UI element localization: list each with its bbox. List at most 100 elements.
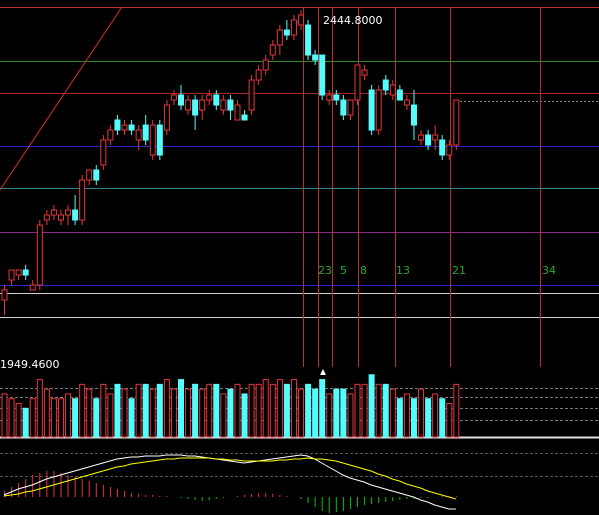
fib-label: 5: [340, 264, 347, 277]
volume-bar: [446, 403, 453, 438]
candle-body: [227, 99, 234, 111]
volume-bar: [50, 398, 57, 438]
volume-bar: [255, 383, 262, 438]
candle-body: [269, 44, 276, 56]
candle-body: [234, 104, 241, 121]
candle-body: [312, 54, 319, 61]
volume-bar: [298, 388, 305, 438]
fib-label: 21: [452, 264, 466, 277]
volume-bar: [107, 393, 114, 438]
candle-body: [347, 99, 354, 116]
candle-body: [8, 269, 15, 281]
candle-body: [340, 99, 347, 116]
volume-bar: [93, 398, 100, 438]
max-label: 2444.8000: [323, 14, 383, 27]
volume-bar: [368, 374, 375, 438]
candle-body: [22, 269, 29, 276]
volume-bar: [79, 383, 86, 438]
candle-body: [170, 94, 177, 101]
candle-body: [410, 104, 417, 126]
candle-body: [213, 94, 220, 106]
volume-bar: [425, 398, 432, 438]
volume-bar: [178, 379, 184, 438]
fib-label: 23: [318, 264, 332, 277]
candle-body: [206, 94, 213, 101]
candle-body: [65, 209, 72, 216]
volume-bar: [170, 388, 177, 438]
volume-bar: [262, 379, 269, 438]
candle-body: [128, 124, 135, 131]
candle-body: [241, 114, 248, 121]
volume-bar: [354, 383, 361, 438]
volume-bar: [361, 383, 368, 438]
volume-bar: [305, 383, 312, 438]
candle-body: [178, 94, 184, 106]
volume-bar: [220, 393, 227, 438]
candle-body: [298, 14, 305, 26]
candle-body: [262, 59, 269, 71]
candle-body: [354, 64, 361, 101]
candle-body: [79, 179, 86, 221]
volume-bar: [156, 383, 163, 438]
volume-bar: [234, 383, 241, 438]
fib-label: 34: [542, 264, 556, 277]
dea-line: [3, 457, 456, 500]
volume-bar: [72, 398, 79, 438]
volume-bar: [1, 393, 8, 438]
candle-body: [305, 24, 312, 56]
volume-bar: [213, 383, 220, 438]
volume-bar: [149, 388, 156, 438]
candle-body: [114, 119, 121, 131]
candle-body: [36, 224, 43, 286]
candle-body: [43, 214, 50, 221]
volume-bar: [319, 379, 326, 438]
volume-bar: [375, 383, 382, 438]
candle-body: [276, 29, 283, 46]
candle-body: [135, 129, 142, 141]
dif-line: [3, 454, 456, 510]
candle-body: [446, 144, 453, 156]
volume-bar: [248, 383, 255, 438]
candle-body: [389, 84, 396, 96]
candle-body: [432, 134, 439, 141]
volume-bar: [185, 388, 192, 438]
volume-bar: [241, 393, 248, 438]
candle-body: [382, 79, 389, 91]
volume-bar: [199, 388, 206, 438]
volume-bar: [65, 393, 72, 438]
volume-bar: [100, 383, 107, 438]
candle-body: [333, 94, 340, 101]
volume-bar: [8, 398, 15, 438]
candle-body: [107, 129, 114, 141]
volume-bar: [432, 393, 439, 438]
candle-body: [72, 209, 79, 221]
candle-body: [93, 169, 100, 181]
volume-bar: [142, 383, 149, 438]
volume-bar: [227, 388, 234, 438]
marker: [320, 369, 326, 375]
volume-bar: [453, 383, 460, 438]
fib-label: 13: [396, 264, 410, 277]
candle-body: [361, 69, 368, 76]
candle-body: [283, 29, 290, 36]
candle-body: [396, 89, 403, 101]
candle-body: [1, 289, 8, 301]
candle-body: [15, 269, 22, 276]
candle-body: [57, 214, 64, 221]
volume-bar: [283, 383, 290, 438]
volume-bar: [326, 393, 333, 438]
volume-bar: [333, 388, 340, 438]
candle-body: [156, 124, 163, 156]
candle-body: [220, 99, 227, 111]
candle-body: [121, 124, 128, 131]
volume-bar: [340, 388, 347, 438]
fib-label: 8: [360, 264, 367, 277]
volume-bar: [43, 388, 50, 438]
volume-bar: [36, 379, 43, 438]
volume-bar: [403, 393, 410, 438]
volume-bar: [389, 388, 396, 438]
candle-body: [248, 79, 255, 111]
candle-body: [192, 99, 199, 116]
candle-body: [100, 139, 107, 166]
